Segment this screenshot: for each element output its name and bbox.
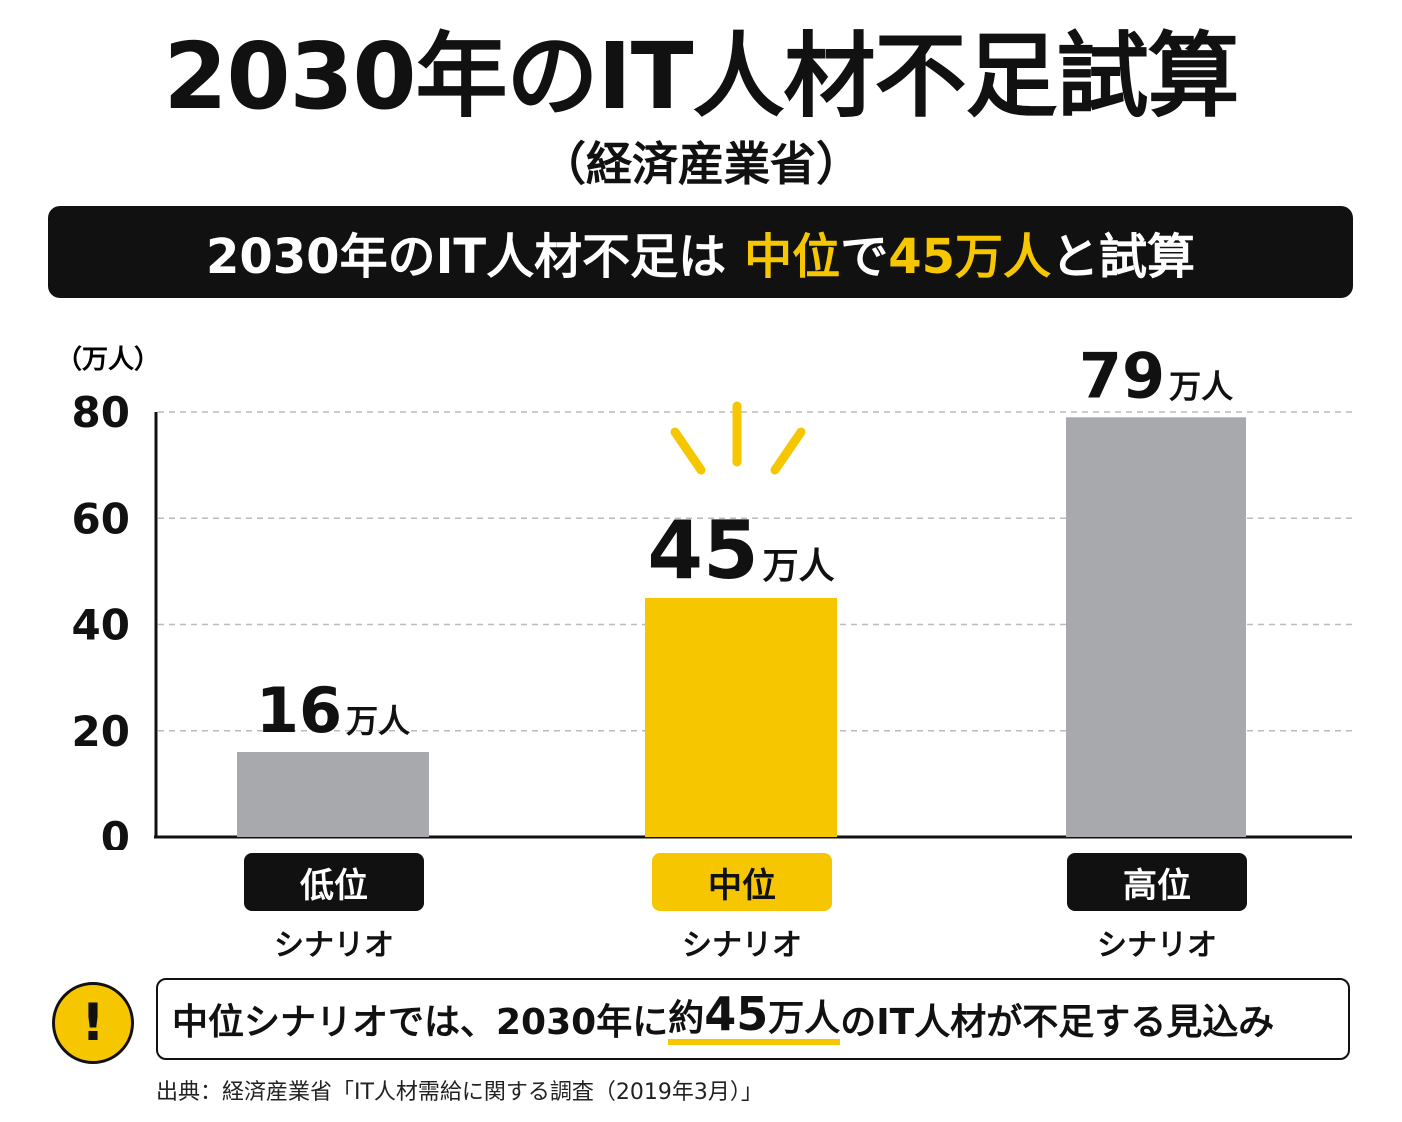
y-tick-labels: 0 20 40 60 80 <box>72 388 130 850</box>
note-text-1: 中位シナリオでは、2030年に <box>172 1002 669 1043</box>
y-tick-label: 60 <box>72 494 130 543</box>
bar-low <box>237 752 429 837</box>
summary-banner: 2030年のIT人材不足は 中位 で 45万人 と試算 <box>48 206 1353 298</box>
data-label-number: 79 <box>1079 339 1165 412</box>
y-tick-label: 40 <box>72 601 130 650</box>
y-tick-label: 80 <box>72 388 130 437</box>
scenario-high-sub: シナリオ <box>1097 928 1217 963</box>
data-label-unit: 万人 <box>1169 367 1233 405</box>
data-label-unit: 万人 <box>763 546 835 587</box>
scenario-low-label: 低位 <box>244 853 424 911</box>
data-label: 45 万人 <box>647 504 834 597</box>
scenario-high-label: 高位 <box>1067 853 1247 911</box>
scenario-mid-sub: シナリオ <box>682 928 802 963</box>
data-label: 16 万人 <box>256 674 410 747</box>
data-label-number: 45 <box>647 504 758 597</box>
banner-prefix: 2030年のIT人材不足は <box>205 229 727 285</box>
y-tick-label: 20 <box>72 707 130 756</box>
data-label: 79 万人 <box>1079 339 1233 412</box>
note-highlight-prefix: 約 <box>668 997 705 1039</box>
exclamation-icon: ! <box>52 982 134 1064</box>
sparkle-icon <box>670 401 806 475</box>
note-highlight-number: 45 <box>704 986 769 1041</box>
scenario-mid-label: 中位 <box>652 853 832 911</box>
note-highlight: 約45万人 <box>668 991 841 1045</box>
bars <box>237 417 1246 837</box>
banner-suffix: と試算 <box>1051 229 1196 285</box>
page-subtitle: （経済産業省） <box>540 137 862 191</box>
banner-highlight-scenario: 中位 <box>744 229 841 285</box>
y-axis-unit: （万人） <box>56 345 160 375</box>
banner-highlight-value: 45万人 <box>888 229 1052 285</box>
note-text-3: のIT人材が不足する見込み <box>840 1002 1275 1043</box>
note-highlight-unit: 万人 <box>768 997 841 1039</box>
data-label-number: 16 <box>256 674 342 747</box>
data-label-unit: 万人 <box>346 702 410 740</box>
page-title: 2030年のIT人材不足試算 <box>163 23 1239 130</box>
y-tick-label: 0 <box>101 813 130 850</box>
source-citation: 出典：経済産業省「IT人材需給に関する調査（2019年3月）」 <box>156 1080 763 1105</box>
bar-mid <box>645 597 837 837</box>
note-box: 中位シナリオでは、2030年に 約45万人 のIT人材が不足する見込み <box>156 978 1350 1060</box>
scenario-low-sub: シナリオ <box>274 928 394 963</box>
bar-high <box>1066 417 1246 837</box>
banner-middle: で <box>840 229 889 285</box>
